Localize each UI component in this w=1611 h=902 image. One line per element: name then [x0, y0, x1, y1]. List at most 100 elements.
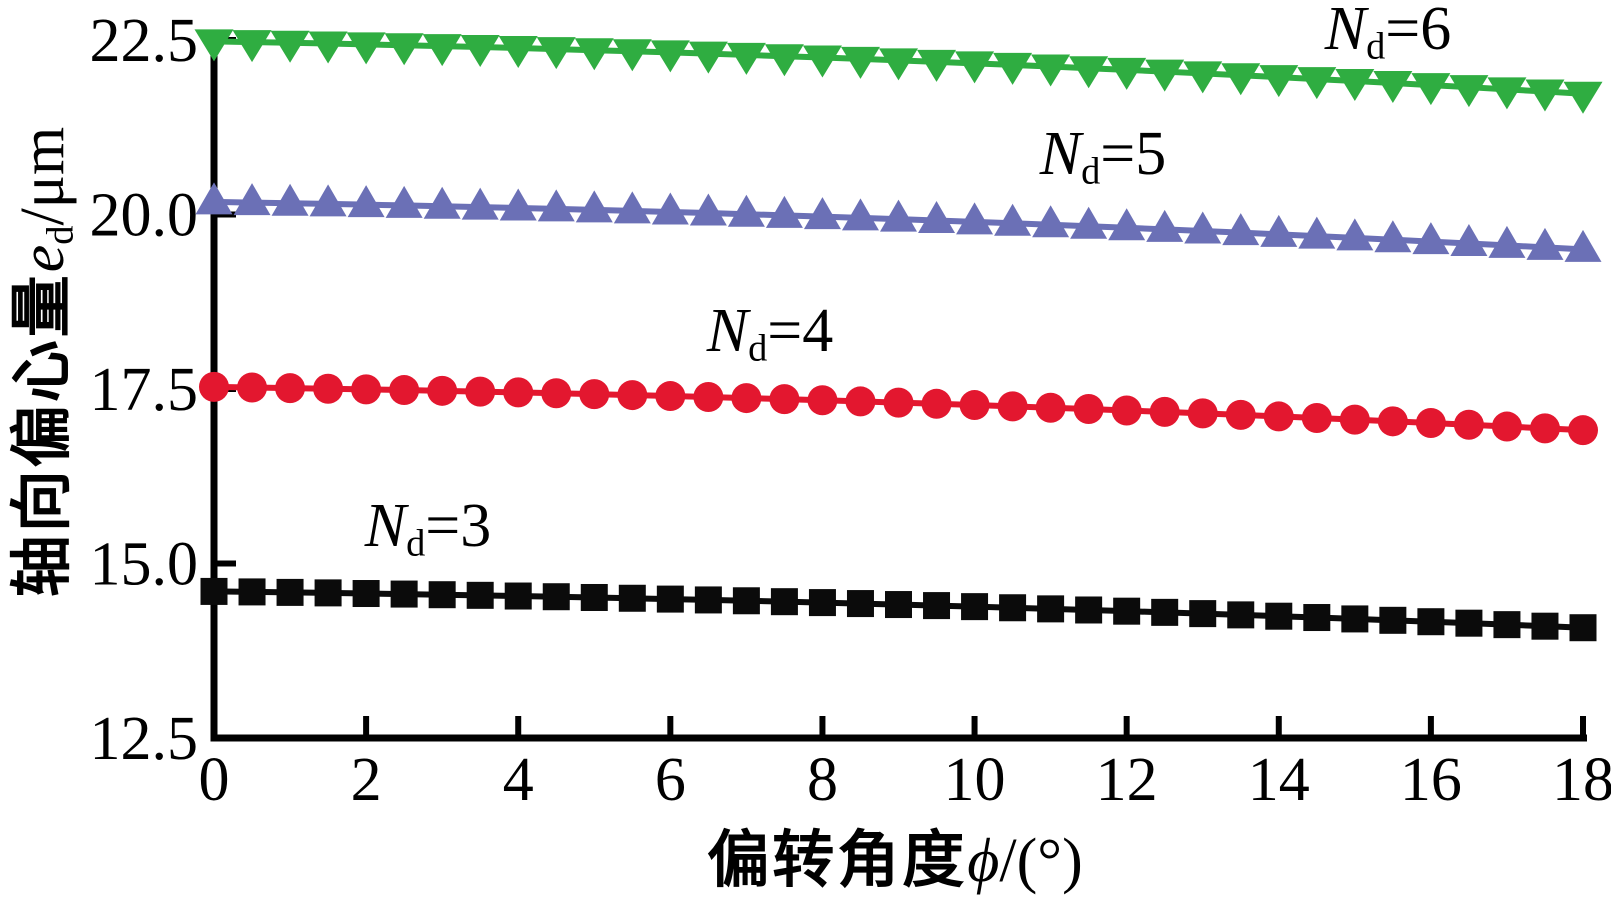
- marker-circle: [1149, 396, 1180, 427]
- y-axis-variable: e: [8, 244, 77, 273]
- marker-square: [1303, 604, 1331, 632]
- marker-circle: [1339, 404, 1370, 435]
- marker-triangle-down: [840, 46, 880, 79]
- marker-square: [504, 582, 532, 610]
- marker-triangle-up: [233, 183, 271, 216]
- marker-square: [923, 592, 951, 620]
- marker-triangle-up: [1260, 214, 1298, 247]
- x-tick-label: 10: [944, 746, 1006, 814]
- x-tick-label: 18: [1552, 746, 1611, 814]
- marker-triangle-up: [1184, 211, 1222, 244]
- marker-square: [466, 581, 494, 609]
- marker-circle: [693, 382, 724, 413]
- x-tick-label: 8: [807, 746, 838, 814]
- marker-triangle-down: [1525, 79, 1565, 112]
- marker-triangle-down: [536, 37, 576, 70]
- x-tick-label: 12: [1096, 746, 1158, 814]
- marker-triangle-down: [1335, 69, 1375, 102]
- marker-circle: [389, 375, 420, 406]
- y-tick-label: 17.5: [90, 356, 199, 424]
- marker-triangle-up: [423, 186, 461, 219]
- marker-triangle-down: [1069, 56, 1109, 89]
- series-label-nd4-eq: =4: [767, 296, 834, 365]
- x-axis-title: 偏转角度ϕ/(°): [707, 830, 1082, 892]
- marker-square: [276, 578, 304, 606]
- marker-triangle-up: [195, 182, 233, 215]
- x-tick-label: 16: [1400, 746, 1462, 814]
- marker-triangle-up: [1412, 222, 1450, 255]
- marker-triangle-up: [613, 191, 651, 224]
- y-tick-label: 22.5: [90, 7, 199, 75]
- marker-circle: [617, 380, 648, 411]
- marker-triangle-up: [918, 201, 956, 234]
- marker-triangle-up: [1298, 216, 1336, 249]
- marker-triangle-up: [1070, 206, 1108, 239]
- marker-square: [390, 580, 418, 608]
- marker-triangle-down: [688, 41, 728, 74]
- marker-circle: [655, 381, 686, 412]
- marker-triangle-down: [384, 33, 424, 66]
- marker-circle: [1568, 415, 1598, 446]
- marker-triangle-down: [955, 51, 995, 84]
- marker-circle: [1491, 411, 1522, 442]
- marker-triangle-down: [498, 36, 538, 69]
- marker-circle: [883, 387, 914, 418]
- marker-circle: [997, 391, 1028, 422]
- marker-triangle-down: [917, 49, 957, 82]
- marker-circle: [1035, 392, 1066, 423]
- marker-square: [1569, 614, 1597, 642]
- x-tick-label: 0: [199, 746, 230, 814]
- marker-triangle-up: [1450, 223, 1488, 256]
- marker-circle: [921, 388, 952, 419]
- marker-square: [1417, 608, 1445, 636]
- marker-triangle-up: [803, 197, 841, 230]
- marker-square: [1455, 609, 1483, 637]
- marker-circle: [731, 383, 762, 414]
- marker-circle: [1301, 403, 1332, 434]
- y-axis-title: 轴向偏心量ed/μm: [8, 127, 82, 598]
- marker-circle: [1187, 398, 1218, 429]
- marker-square: [428, 581, 456, 609]
- marker-triangle-up: [880, 199, 917, 232]
- marker-triangle-up: [347, 185, 385, 218]
- marker-triangle-down: [422, 34, 462, 67]
- x-tick-label: 14: [1248, 746, 1310, 814]
- marker-triangle-up: [537, 189, 575, 222]
- marker-triangle-down: [232, 30, 272, 63]
- marker-square: [1189, 600, 1217, 628]
- marker-square: [238, 578, 266, 606]
- x-tick-label: 4: [503, 746, 534, 814]
- y-axis-title-cjk: 轴向偏心量: [8, 272, 77, 598]
- marker-square: [314, 579, 342, 607]
- marker-circle: [1225, 399, 1256, 430]
- marker-circle: [1263, 401, 1294, 432]
- marker-triangle-up: [765, 195, 803, 228]
- marker-triangle-down: [1183, 61, 1223, 94]
- marker-triangle-down: [194, 29, 234, 62]
- marker-circle: [1073, 394, 1104, 425]
- marker-circle: [237, 372, 268, 403]
- marker-square: [1227, 601, 1255, 629]
- marker-circle: [1529, 413, 1560, 444]
- series-label-nd6-var: N: [1324, 0, 1367, 63]
- marker-circle: [1415, 407, 1446, 438]
- marker-square: [1075, 596, 1103, 624]
- marker-triangle-up: [385, 185, 423, 218]
- series-label-nd3-sub: d: [406, 522, 426, 565]
- series-label-nd6-sub: d: [1366, 25, 1386, 68]
- marker-triangle-down: [1145, 59, 1185, 92]
- marker-circle: [465, 376, 496, 407]
- marker-triangle-down: [346, 32, 386, 65]
- series-label-nd3-var: N: [364, 491, 407, 560]
- marker-triangle-up: [1108, 208, 1146, 241]
- marker-square: [1379, 606, 1407, 634]
- marker-triangle-down: [1563, 81, 1603, 114]
- series-label-nd4: Nd=4: [707, 300, 834, 368]
- marker-square: [732, 587, 760, 615]
- marker-circle: [313, 373, 344, 404]
- marker-triangle-up: [1146, 209, 1184, 242]
- marker-square: [1341, 605, 1369, 633]
- marker-circle: [769, 384, 800, 415]
- marker-triangle-down: [1373, 70, 1413, 103]
- marker-square: [352, 580, 380, 608]
